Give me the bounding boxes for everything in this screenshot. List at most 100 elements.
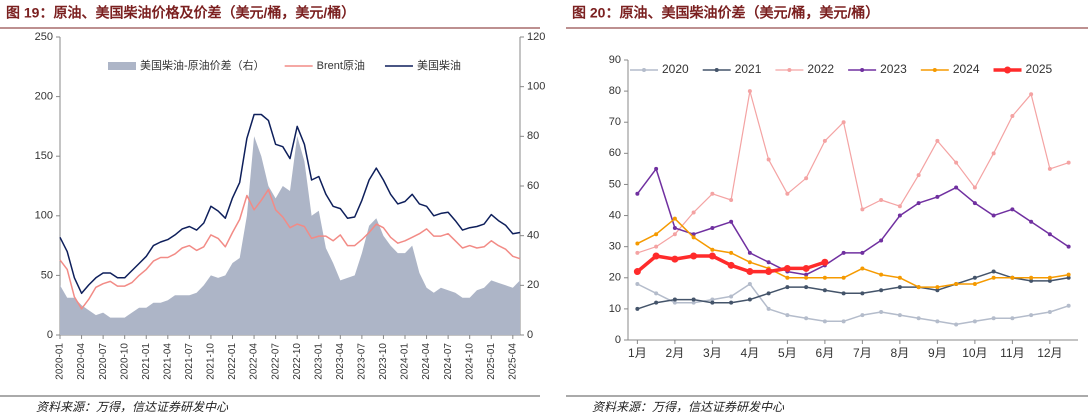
x-tick-label: 3月 xyxy=(703,346,722,360)
marker xyxy=(972,282,977,286)
y-tick-label: 90 xyxy=(609,54,621,66)
marker xyxy=(783,264,791,272)
legend-label: 2024 xyxy=(953,62,980,76)
x-tick-label: 2022-01 xyxy=(227,343,238,380)
marker xyxy=(766,306,771,311)
marker xyxy=(841,291,846,296)
marker xyxy=(691,300,696,305)
y-tick-label: 70 xyxy=(609,116,621,128)
marker xyxy=(635,250,640,255)
marker xyxy=(897,285,902,290)
marker xyxy=(766,157,771,162)
marker xyxy=(785,275,790,280)
marker xyxy=(1010,114,1015,118)
marker xyxy=(710,297,715,302)
source: 资料来源：万得，信达证券研发中心 xyxy=(36,400,229,414)
marker xyxy=(972,319,977,324)
legend-marker xyxy=(860,68,865,72)
y-tick-label: 60 xyxy=(609,147,621,159)
marker xyxy=(935,288,940,293)
marker xyxy=(1047,310,1052,314)
line xyxy=(637,90,1069,254)
y-tick-label: 10 xyxy=(609,303,621,315)
marker xyxy=(785,285,790,290)
x-tick-label: 2020-04 xyxy=(76,343,87,380)
marker xyxy=(1010,207,1015,212)
marker xyxy=(991,269,996,274)
x-tick-label: 2021-01 xyxy=(141,343,152,380)
y-tick-label: 0 xyxy=(615,334,621,346)
marker xyxy=(1066,160,1071,165)
legend-marker xyxy=(787,68,792,72)
x-tick-label: 2022-04 xyxy=(249,343,260,380)
source: 资料来源：万得，信达证券研发中心 xyxy=(592,400,785,414)
marker xyxy=(841,275,846,280)
marker xyxy=(935,194,940,199)
line xyxy=(59,188,521,310)
marker xyxy=(822,288,827,293)
marker xyxy=(897,313,902,318)
marker xyxy=(804,176,809,181)
marker xyxy=(1066,244,1071,249)
y2-tick-label: 60 xyxy=(527,180,539,192)
x-tick-label: 2020-07 xyxy=(98,343,109,380)
marker xyxy=(841,120,846,125)
legend-marker xyxy=(642,68,646,72)
marker xyxy=(710,247,715,252)
x-tick-label: 1月 xyxy=(628,346,647,360)
marker xyxy=(822,138,827,143)
legend-label: 2021 xyxy=(735,62,762,76)
marker xyxy=(841,319,846,324)
marker xyxy=(729,219,734,224)
y-tick-label: 50 xyxy=(41,269,53,281)
x-tick-label: 2025-04 xyxy=(507,343,518,380)
marker xyxy=(991,275,996,280)
x-tick-label: 2024-10 xyxy=(464,343,475,380)
marker xyxy=(672,216,677,221)
marker xyxy=(935,138,940,143)
x-tick-label: 2024-01 xyxy=(400,343,411,380)
line xyxy=(636,168,1070,276)
x-tick-label: 5月 xyxy=(778,346,797,360)
marker xyxy=(710,226,715,230)
marker xyxy=(710,300,715,305)
marker xyxy=(1029,313,1034,318)
marker xyxy=(1010,316,1015,321)
marker xyxy=(672,226,677,230)
marker xyxy=(897,204,902,209)
y-tick-label: 150 xyxy=(35,150,53,162)
marker xyxy=(691,210,696,215)
marker xyxy=(860,313,865,318)
marker xyxy=(822,275,827,280)
marker xyxy=(879,310,884,314)
chart-title: 图 19：原油、美国柴油价格及价差（美元/桶，美元/桶） xyxy=(6,5,355,21)
marker xyxy=(691,297,696,302)
marker xyxy=(879,198,884,202)
marker xyxy=(972,275,977,280)
x-tick-label: 2023-01 xyxy=(313,343,324,380)
y2-tick-label: 40 xyxy=(527,230,539,242)
marker xyxy=(654,244,659,249)
legend-swatch xyxy=(108,62,136,70)
marker xyxy=(729,198,734,202)
x-tick-label: 2022-07 xyxy=(270,343,281,380)
marker xyxy=(766,291,771,296)
legend-marker xyxy=(714,68,719,72)
marker xyxy=(991,151,996,156)
x-tick-label: 2022-10 xyxy=(292,343,303,380)
marker xyxy=(747,260,752,265)
marker xyxy=(991,213,996,218)
legend-label: 2023 xyxy=(880,62,907,76)
marker xyxy=(1066,272,1071,277)
marker xyxy=(804,275,809,280)
marker xyxy=(652,252,660,260)
marker xyxy=(879,288,884,293)
x-tick-label: 6月 xyxy=(816,346,835,360)
line xyxy=(637,217,1069,288)
marker xyxy=(860,266,865,271)
x-tick-label: 2024-07 xyxy=(443,343,454,380)
y2-tick-label: 0 xyxy=(527,329,533,341)
marker xyxy=(729,294,734,299)
x-tick-label: 2021-07 xyxy=(184,343,195,380)
marker xyxy=(897,275,902,280)
